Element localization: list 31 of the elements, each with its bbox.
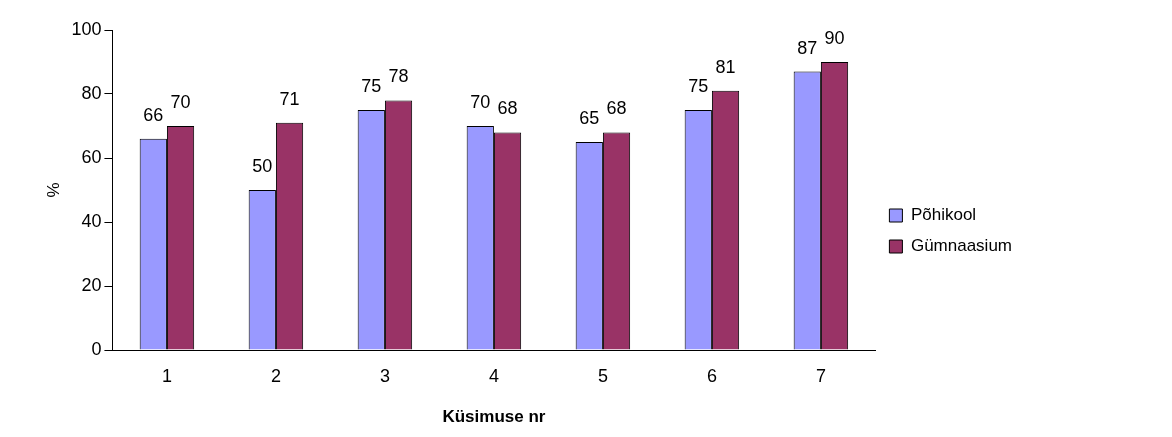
data-label: 70 [470,91,491,112]
data-label: 68 [606,98,627,119]
data-label: 71 [279,88,300,109]
x-tick-label: 2 [270,365,281,386]
data-label: 75 [361,75,382,96]
x-tick-label: 3 [379,365,390,386]
data-label: 78 [388,66,409,87]
y-axis-title: % [43,182,63,198]
y-tick-label: 60 [81,146,102,167]
x-axis-title: Küsimuse nr [442,407,546,427]
y-tick-label: 100 [71,18,102,39]
legend-label: Põhikool [910,205,977,225]
data-label: 81 [715,56,736,77]
data-label: 65 [579,107,600,128]
data-label: 68 [497,98,518,119]
y-tick-label: 80 [81,82,102,103]
data-label: 66 [143,104,164,125]
data-label: 50 [252,155,273,176]
y-tick-label: 0 [91,338,102,359]
legend-label: Gümnaasium [910,236,1013,256]
data-label: 70 [170,91,191,112]
x-tick-label: 6 [706,365,717,386]
y-tick-label: 20 [81,274,102,295]
y-tick-label: 40 [81,210,102,231]
data-label: 75 [688,75,709,96]
data-label: 90 [824,27,845,48]
x-tick-label: 7 [815,365,826,386]
x-tick-label: 4 [488,365,499,386]
data-label: 87 [797,37,818,58]
x-tick-label: 5 [597,365,608,386]
x-tick-label: 1 [161,365,172,386]
